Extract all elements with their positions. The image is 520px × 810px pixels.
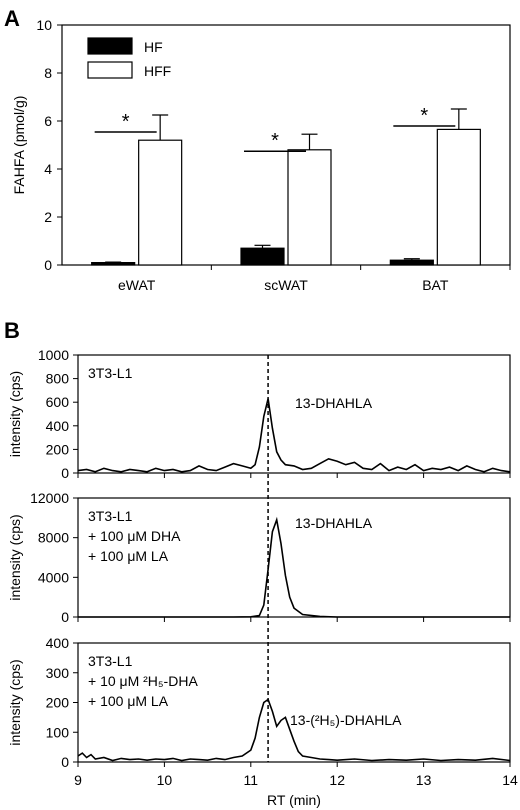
panel-a-bar-chart: 0 2 4 6 8 10 FAHFA (pmol/g) eWAT * scWAT * BAT * HF HF… <box>11 17 511 293</box>
bar-hff <box>436 128 481 266</box>
y-tick-label: 600 <box>46 394 70 410</box>
legend-swatch-hff <box>87 61 133 79</box>
y-tick-label: 1000 <box>38 347 69 363</box>
x-tick-label: 13 <box>416 772 432 788</box>
x-tick-label: scWAT <box>264 277 308 293</box>
sample-label: + 100 μM LA <box>88 693 169 709</box>
y-tick-label: 400 <box>46 418 70 434</box>
bar-hff <box>138 139 183 266</box>
y-axis-title: FAHFA (pmol/g) <box>11 96 27 195</box>
y-tick-label: 10 <box>36 17 52 33</box>
x-tick-label: eWAT <box>118 277 156 293</box>
plot-frame <box>61 24 511 266</box>
subplot-frame <box>77 354 511 474</box>
subplot-frame <box>77 497 511 618</box>
y-tick-label: 0 <box>61 465 69 481</box>
y-tick-label: 400 <box>46 635 70 651</box>
y-tick-label: 8000 <box>38 530 69 546</box>
x-tick-label: 9 <box>74 772 82 788</box>
sample-label: + 100 μM LA <box>88 548 169 564</box>
y-axis-title: intensity (cps) <box>7 371 23 457</box>
y-tick-label: 0 <box>61 754 69 770</box>
x-axis-title: RT (min) <box>267 792 321 808</box>
y-tick-label: 6 <box>44 113 52 129</box>
y-tick-label: 0 <box>61 609 69 625</box>
sample-label: 3T3-L1 <box>88 653 133 669</box>
panel-b-letter: B <box>4 318 20 343</box>
y-axis-title: intensity (cps) <box>7 659 23 745</box>
bar-hf <box>91 262 136 266</box>
significance-star: * <box>271 130 279 152</box>
x-tick-label: 11 <box>244 772 259 788</box>
x-tick-label: 12 <box>329 772 345 788</box>
significance-star: * <box>420 105 428 127</box>
y-tick-label: 0 <box>44 257 52 273</box>
peak-label: 13-(²H₅)-DHAHLA <box>290 712 402 728</box>
y-tick-label: 100 <box>46 724 70 740</box>
y-tick-label: 12000 <box>30 490 69 506</box>
peak-label: 13-DHAHLA <box>295 395 373 411</box>
x-tick-label: 10 <box>157 772 173 788</box>
chromatogram-trace <box>77 698 511 762</box>
y-tick-label: 300 <box>46 665 70 681</box>
panel-a-letter: A <box>4 6 20 31</box>
bar-hf <box>389 259 434 266</box>
x-tick-label: BAT <box>422 277 449 293</box>
sample-label: + 10 μM ²H₅-DHA <box>88 673 198 689</box>
y-axis-title: intensity (cps) <box>7 514 23 600</box>
legend-label: HF <box>144 39 163 55</box>
y-tick-label: 800 <box>46 371 70 387</box>
sample-label: 3T3-L1 <box>88 508 133 524</box>
y-tick-label: 200 <box>46 695 70 711</box>
x-tick-label: 14 <box>502 772 518 788</box>
y-tick-label: 2 <box>44 209 52 225</box>
chromatogram-trace <box>78 516 510 618</box>
sample-label: + 100 μM DHA <box>88 528 181 544</box>
bar-hf <box>240 247 285 266</box>
bar-hff <box>287 149 332 266</box>
y-tick-label: 4 <box>44 161 52 177</box>
y-tick-label: 8 <box>44 65 52 81</box>
legend-label: HFF <box>144 63 171 79</box>
chromatogram-trace <box>77 398 511 473</box>
y-tick-label: 200 <box>46 441 70 457</box>
legend-swatch-hf <box>87 37 133 55</box>
sample-label: 3T3-L1 <box>88 365 133 381</box>
peak-label: 13-DHAHLA <box>295 515 373 531</box>
significance-star: * <box>122 111 130 133</box>
y-tick-label: 4000 <box>38 569 69 585</box>
